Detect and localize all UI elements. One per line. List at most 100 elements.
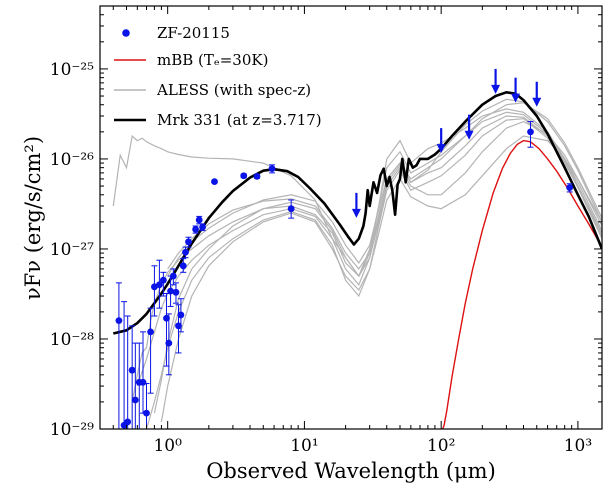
point-marker	[211, 178, 218, 186]
data-point	[192, 225, 199, 234]
y-tick-label: 10⁻²⁸	[50, 330, 94, 350]
y-tick-label: 10⁻²⁶	[50, 150, 94, 170]
x-tick-label: 10²	[427, 436, 455, 456]
legend-entry: ZF-20115	[122, 24, 230, 42]
data-point	[128, 325, 136, 429]
data-point	[287, 199, 295, 219]
data-point	[147, 307, 154, 394]
data-point	[240, 172, 248, 180]
aless-curve-7	[167, 102, 602, 277]
axis-ticks	[100, 6, 602, 430]
data-point	[199, 223, 206, 232]
y-tick-label: 10⁻²⁵	[50, 60, 94, 80]
upper-limit-arrow	[491, 68, 501, 94]
legend-entry: Mrk 331 (at z=3.717)	[114, 111, 322, 129]
legend: ZF-20115 mBB (Tₑ=30K) ALESS (with spec-z) M…	[114, 24, 322, 129]
arrow-head	[436, 144, 446, 154]
data-point	[185, 236, 192, 248]
data-point	[169, 268, 177, 286]
arrow-head	[491, 84, 501, 94]
point-marker	[268, 165, 276, 173]
point-marker	[566, 184, 574, 192]
point-marker	[192, 225, 199, 233]
point-marker	[143, 409, 150, 417]
point-marker	[287, 205, 295, 213]
upper-limit-arrow	[351, 192, 361, 218]
data-point	[155, 259, 163, 309]
x-axis-label: Observed Wavelength (μm)	[206, 459, 496, 483]
point-marker	[167, 287, 174, 295]
point-marker	[169, 272, 177, 280]
data-point	[268, 164, 276, 174]
x-tick-label: 10³	[564, 436, 592, 456]
data-point	[195, 215, 203, 225]
point-marker	[172, 288, 180, 296]
aless-curve-3	[136, 115, 602, 387]
legend-label: ALESS (with spec-z)	[156, 81, 311, 99]
upper-limit-arrow	[511, 77, 521, 103]
point-marker	[159, 276, 167, 284]
legend-swatch	[122, 29, 130, 37]
arrow-head	[511, 93, 521, 103]
data-point	[253, 172, 261, 180]
point-marker	[177, 311, 185, 319]
point-marker	[115, 317, 123, 325]
point-marker	[199, 223, 206, 231]
data-point	[177, 298, 185, 333]
data-point	[159, 271, 167, 297]
aless-curve-5	[153, 120, 602, 414]
upper-limit-arrow	[532, 81, 542, 107]
aless-curve-2	[131, 111, 602, 403]
data-point	[143, 383, 150, 429]
data-point	[179, 258, 187, 273]
plot-frame	[99, 5, 603, 430]
point-marker	[139, 378, 147, 386]
point-marker	[147, 328, 154, 336]
arrow-head	[464, 130, 474, 140]
y-tick-label: 10⁻²⁷	[50, 240, 94, 260]
data-point	[167, 275, 174, 307]
upper-limit-arrow	[464, 114, 474, 140]
aless-curve-8	[167, 98, 602, 270]
aless-curve-6	[160, 135, 602, 423]
point-marker	[195, 216, 203, 224]
model-lines	[112, 91, 602, 429]
legend-label: mBB (Tₑ=30K)	[157, 51, 268, 69]
point-marker	[253, 172, 261, 180]
y-tick-label: 10⁻²⁹	[50, 420, 94, 440]
tick-labels: 10⁰ 10¹ 10² 10³ 10⁻²⁹ 10⁻²⁸ 10⁻²⁷ 10⁻²⁶ 10⁻²⁵	[50, 60, 592, 456]
y-axis-label: νFν (erg/s/cm²)	[21, 136, 45, 300]
photometry-points	[115, 68, 574, 429]
data-point	[151, 265, 158, 317]
data-point	[211, 178, 218, 186]
data-point	[139, 331, 147, 414]
point-marker	[182, 248, 189, 256]
point-marker	[155, 281, 163, 289]
upper-limit-arrow	[436, 128, 446, 154]
point-marker	[163, 314, 170, 322]
aless-curves	[112, 98, 602, 429]
point-marker	[175, 322, 182, 330]
data-point	[527, 121, 534, 148]
aless-curve-4	[145, 118, 602, 429]
data-point	[172, 282, 180, 304]
legend-label: Mrk 331 (at z=3.717)	[157, 111, 322, 129]
point-marker	[165, 339, 173, 347]
point-marker	[131, 396, 139, 404]
data-point	[165, 313, 173, 376]
mbb-line	[441, 139, 602, 429]
arrow-head	[351, 208, 361, 218]
point-marker	[185, 238, 192, 246]
point-marker	[240, 172, 248, 180]
x-tick-label: 10¹	[290, 436, 318, 456]
x-tick-label: 10⁰	[153, 436, 182, 456]
data-point	[115, 282, 123, 429]
mrk331-line	[112, 91, 602, 335]
legend-entry: ALESS (with spec-z)	[114, 81, 311, 99]
legend-label: ZF-20115	[157, 24, 230, 42]
data-point	[566, 183, 574, 193]
legend-entry: mBB (Tₑ=30K)	[114, 51, 268, 69]
data-point	[124, 315, 132, 429]
point-marker	[124, 418, 132, 426]
